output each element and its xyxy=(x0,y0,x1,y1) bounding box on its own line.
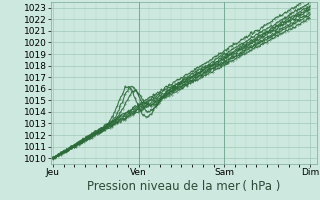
X-axis label: Pression niveau de la mer ( hPa ): Pression niveau de la mer ( hPa ) xyxy=(87,180,281,193)
